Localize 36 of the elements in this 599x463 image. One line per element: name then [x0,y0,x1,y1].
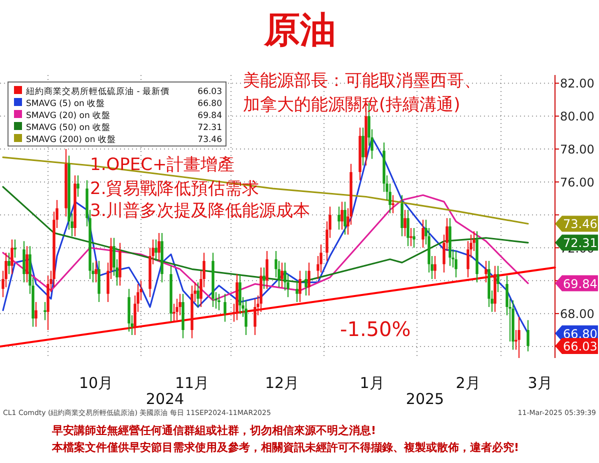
annotation: 3.川普多次提及降低能源成本 [90,201,310,221]
annotation: 加拿大的能源關稅(持續溝通) [243,95,460,115]
x-tick-label: 3月 [528,374,552,392]
annotation: 72.31 [198,123,222,133]
x-tick-label: 10月 [78,374,114,392]
text: 早安講師並無經營任何通信群組或社群，切勿相信來源不明之消息! [51,424,376,437]
x-tick-label: 12月 [264,374,300,392]
x-tick-label: 11月 [174,374,210,392]
y-tick-label: 68.00 [560,307,594,322]
y-tick-label: 82.00 [560,76,594,91]
legend-label: SMAVG (5) on 收盤 [26,98,106,109]
annotation: 1.OPEC+計畫增產 [90,155,235,175]
y-tick-label: 76.00 [560,175,594,190]
tag: 66.03 [555,338,598,354]
annotation: -1.50% [340,317,411,341]
line-series [2,156,529,225]
legend-label: SMAVG (200) on 收盤 [26,134,116,145]
annotation: 66.03 [198,87,222,97]
y-tick-label: 80.00 [560,110,594,124]
tag: 69.84 [555,275,598,292]
annotation: 69.84 [198,111,222,121]
annotation: 66.80 [198,99,222,109]
tag: 73.46 [555,216,598,232]
chart-title: 原油 [263,10,336,51]
x-tick-label: 1月 [360,374,384,392]
annotation: 73.46 [198,135,222,145]
annotation: 美能源部長：可能取消墨西哥、 [243,71,481,91]
legend-label: SMAVG (20) on 收盤 [26,110,111,121]
legend-label: 紐約商業交易所輕低硫原油 - 最新價 [25,86,170,97]
tag: 72.31 [555,234,598,251]
x-tick-label: 2月 [456,374,480,392]
text: 本檔案文件僅供早安節目需求使用及參考，相關資訊未經許可不得擷錄、複製或散佈，違者必究! [51,441,520,454]
text: 2024 [146,390,184,408]
y-tick-label: 78.00 [560,142,594,157]
text: 2025 [406,390,444,408]
legend-label: SMAVG (50) on 收盤 [26,122,111,133]
